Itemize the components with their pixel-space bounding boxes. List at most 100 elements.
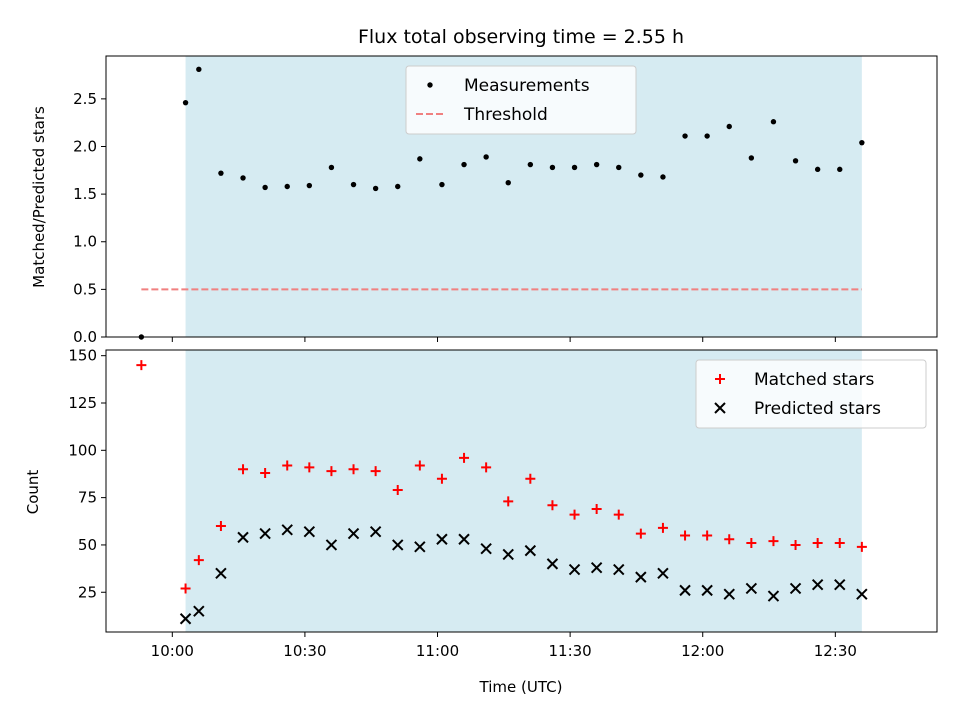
x-tick-label: 12:00 <box>681 642 724 660</box>
matched-star-point <box>193 555 204 566</box>
measurement-point <box>593 161 600 168</box>
y-tick-label: 1.0 <box>73 233 97 251</box>
predicted-star-point <box>679 584 691 597</box>
y-tick-label: 1.5 <box>73 185 97 203</box>
legend-marker <box>715 374 725 384</box>
bottom-y-axis-label: Count <box>24 470 42 515</box>
measurement-point <box>792 158 799 164</box>
measurement-point <box>395 183 401 190</box>
count-panel: 25 50 75 100 125 150 10:00 10:30 11:00 11:30 12:00… <box>68 347 938 660</box>
figure-title: Flux total observing time = 2.55 h <box>358 26 684 48</box>
y-tick-label: 25 <box>78 583 97 601</box>
measurement-point <box>859 139 865 146</box>
predicted-star-point <box>193 605 205 617</box>
y-tick-label: 75 <box>78 489 97 507</box>
measurement-point <box>328 164 335 171</box>
x-tick-label: 10:00 <box>151 642 194 660</box>
y-tick-label: 100 <box>68 441 97 459</box>
legend-marker <box>427 82 433 88</box>
matched-star-point <box>392 485 403 496</box>
predicted-star-point <box>546 558 559 570</box>
matched-star-point <box>436 473 447 484</box>
measurement-point <box>372 185 379 192</box>
measurement-point <box>262 184 268 191</box>
y-tick-label: 50 <box>78 536 97 554</box>
legend-label: Matched stars <box>754 370 874 390</box>
legend: Measurements Threshold <box>405 65 637 135</box>
y-tick-label: 125 <box>68 394 97 412</box>
y-tick-label: 150 <box>68 347 97 365</box>
matched-star-point <box>238 464 249 475</box>
matched-star-point <box>414 460 425 471</box>
predicted-star-point <box>613 563 625 576</box>
matched-star-point <box>481 462 492 473</box>
ratio-panel: 0.0 0.5 1.0 1.5 2.0 2.5 Measurements Threshold <box>73 55 938 346</box>
x-axis-label: Time (UTC) <box>479 678 563 696</box>
predicted-star-point <box>325 539 338 551</box>
measurement-point <box>571 164 578 171</box>
x-tick-label: 11:00 <box>416 642 459 660</box>
legend: Matched stars Predicted stars <box>695 359 927 429</box>
predicted-star-point <box>502 548 514 561</box>
matched-star-point <box>613 509 624 520</box>
matched-star-point <box>657 522 668 533</box>
predicted-star-point <box>568 563 581 576</box>
measurement-point <box>218 170 224 176</box>
measurement-point <box>837 166 843 173</box>
legend-marker <box>714 402 726 414</box>
matched-star-point <box>260 468 271 479</box>
matched-star-point <box>503 496 514 507</box>
x-tick-label: 10:30 <box>283 642 326 660</box>
predicted-star-point <box>414 541 426 553</box>
y-tick-label: 0.5 <box>73 280 97 298</box>
measurement-point <box>682 133 688 139</box>
measurement-point <box>638 172 644 178</box>
measurement-point <box>505 179 511 186</box>
matched-star-point <box>326 466 337 477</box>
measurement-point <box>704 133 710 139</box>
legend-label: Threshold <box>463 105 548 125</box>
matched-star-point <box>459 452 470 463</box>
matched-star-point <box>812 538 823 549</box>
predicted-star-point <box>215 567 227 580</box>
predicted-star-point <box>392 539 404 551</box>
measurement-point <box>726 123 732 130</box>
measurement-point <box>660 174 666 180</box>
predicted-star-point <box>480 543 492 555</box>
x-tick-label: 12:30 <box>814 642 857 660</box>
predicted-star-point <box>834 578 846 591</box>
matched-star-point <box>282 460 293 471</box>
predicted-star-point <box>767 590 780 602</box>
predicted-star-point <box>281 524 293 536</box>
predicted-star-point <box>701 584 713 597</box>
matched-star-point <box>304 462 315 473</box>
matched-star-point <box>569 509 580 520</box>
predicted-star-point <box>436 533 448 545</box>
predicted-star-point <box>179 613 192 625</box>
matched-star-point <box>591 503 602 514</box>
y-tick-label: 2.5 <box>73 90 97 108</box>
matched-star-point <box>790 539 801 550</box>
measurement-point <box>306 182 313 189</box>
predicted-star-point <box>458 533 470 545</box>
matched-star-point <box>746 538 757 549</box>
predicted-star-point <box>657 567 669 580</box>
predicted-star-point <box>635 571 647 583</box>
legend-box <box>695 359 927 429</box>
matched-star-point <box>834 538 845 549</box>
measurement-point <box>770 119 777 125</box>
measurement-point <box>240 175 246 181</box>
measurement-point <box>527 161 534 168</box>
measurement-point <box>814 166 821 173</box>
legend-label: Measurements <box>464 76 590 96</box>
predicted-star-point <box>811 578 824 591</box>
measurement-point <box>439 181 445 188</box>
matched-star-point <box>768 536 779 547</box>
plot-frame <box>105 349 938 633</box>
plot-frame <box>105 55 938 338</box>
measurement-point <box>196 66 202 73</box>
measurement-point <box>417 156 423 162</box>
matched-star-point <box>180 583 191 594</box>
predicted-star-point <box>745 582 758 595</box>
predicted-star-point <box>303 525 316 538</box>
